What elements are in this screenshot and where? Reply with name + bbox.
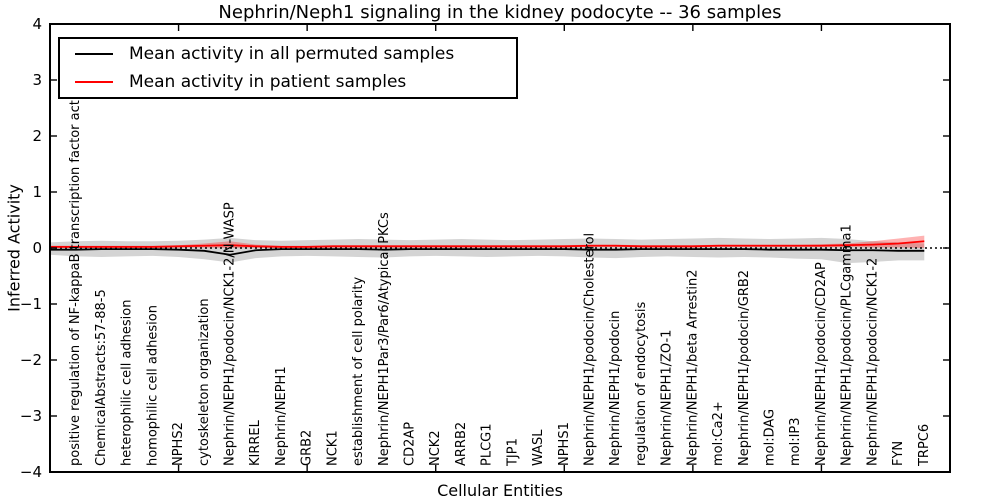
x-tick-label: heterophilic cell adhesion (120, 300, 135, 467)
x-tick-label: WASL (531, 429, 546, 466)
legend: Mean activity in all permuted samples Me… (58, 37, 518, 99)
x-tick-label: TRPC6 (917, 424, 932, 467)
x-tick-label: mol:DAG (763, 409, 778, 466)
y-tick-label: 4 (32, 15, 42, 33)
x-tick-label: CD2AP (403, 422, 418, 466)
x-tick-label: ARRB2 (454, 422, 469, 466)
x-tick-label: Nephrin/NEPH1/podocin/PLCgamma1 (840, 224, 855, 466)
x-tick-label: Nephrin/NEPH1/podocin/Cholesterol (583, 233, 598, 466)
series-line-patient (50, 240, 925, 248)
y-tick-label: −3 (20, 407, 42, 425)
y-tick-label: −2 (20, 351, 42, 369)
y-tick-label: −1 (20, 295, 42, 313)
x-tick-label: regulation of endocytosis (634, 301, 649, 466)
legend-entry-patient: Mean activity in patient samples (60, 69, 516, 95)
x-tick-label: establishment of cell polarity (351, 277, 366, 466)
y-tick-label: 1 (32, 183, 42, 201)
x-tick-label: Nephrin/NEPH1/podocin/NCK1-2 (865, 258, 880, 466)
x-tick-label: Nephrin/NEPH1/podocin/CD2AP (814, 262, 829, 466)
x-axis-label: Cellular Entities (437, 481, 563, 500)
x-tick-label: cytoskeleton organization (197, 298, 212, 466)
x-tick-label: positive regulation of NF-kappaB transcr… (68, 72, 83, 466)
x-tick-label: Nephrin/NEPH1/podocin/NCK1-2/N-WASP (223, 202, 238, 466)
permuted-line-swatch (75, 53, 113, 55)
x-tick-label: Nephrin/NEPH1/beta Arrestin2 (685, 270, 700, 467)
x-tick-label: GRB2 (300, 430, 315, 466)
y-axis-label: Inferred Activity (4, 184, 24, 312)
y-tick-label: 2 (32, 127, 42, 145)
x-tick-label: NCK1 (325, 430, 340, 466)
legend-entry-permuted: Mean activity in all permuted samples (60, 41, 516, 67)
series-line-permuted (50, 248, 925, 256)
x-tick-label: PLCG1 (480, 423, 495, 466)
x-tick-label: mol:Ca2+ (711, 401, 726, 466)
y-tick-label: −4 (20, 463, 42, 481)
x-tick-label: mol:IP3 (788, 417, 803, 466)
x-tick-label: Nephrin/NEPH1 (274, 366, 289, 466)
x-tick-label: homophilic cell adhesion (145, 305, 160, 466)
x-tick-label: Nephrin/NEPH1Par3/Par6/Atypical PKCs (377, 212, 392, 466)
x-tick-label: KIRREL (248, 419, 263, 466)
x-tick-label: FYN (891, 441, 906, 466)
legend-label: Mean activity in patient samples (129, 72, 407, 92)
x-tick-label: Nephrin/NEPH1/ZO-1 (660, 330, 675, 466)
x-tick-label: NCK2 (428, 430, 443, 466)
x-tick-label: TJP1 (505, 438, 520, 467)
x-tick-label: ChemicalAbstracts:57-88-5 (94, 289, 109, 466)
y-tick-label: 0 (32, 239, 42, 257)
x-tick-label: NPHS2 (171, 422, 186, 466)
confidence-band-patient (50, 235, 925, 248)
patient-line-swatch (75, 81, 113, 83)
confidence-band-permuted (50, 237, 925, 264)
legend-label: Mean activity in all permuted samples (129, 44, 455, 64)
y-tick-label: 3 (32, 71, 42, 89)
chart-title: Nephrin/Neph1 signaling in the kidney po… (218, 2, 782, 23)
x-tick-label: NPHS1 (557, 422, 572, 466)
x-tick-label: Nephrin/NEPH1/podocin (608, 311, 623, 466)
x-tick-label: Nephrin/NEPH1/podocin/GRB2 (737, 270, 752, 466)
